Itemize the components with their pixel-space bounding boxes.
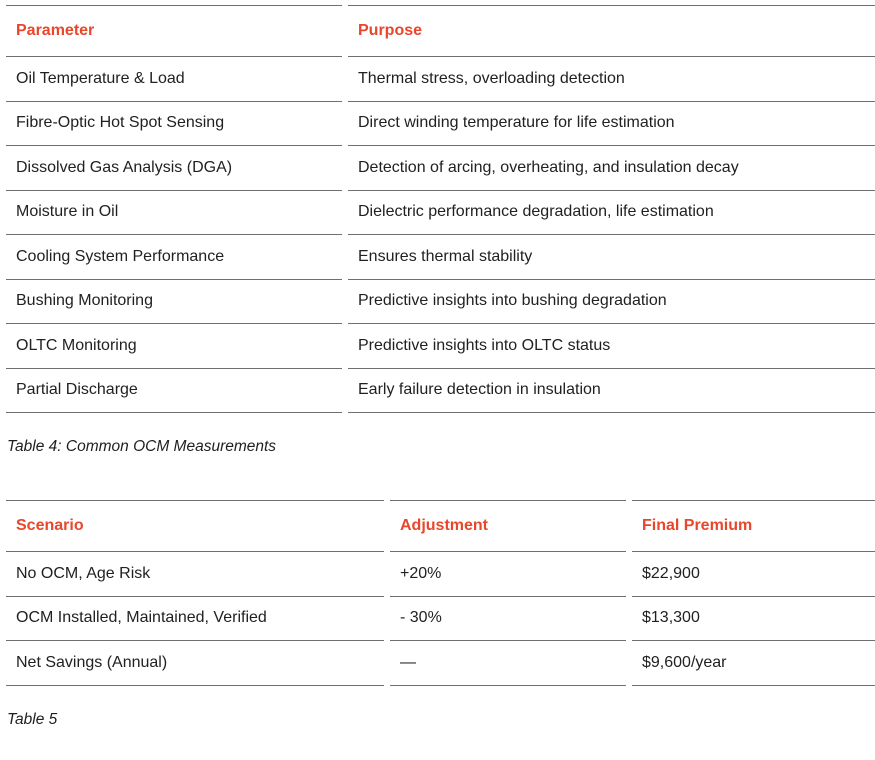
table-row: Moisture in Oil Dielectric performance de… <box>6 191 875 235</box>
table-row: Oil Temperature & Load Thermal stress, ov… <box>6 57 875 102</box>
table-cell: Oil Temperature & Load <box>6 57 342 102</box>
header-row: Parameter Purpose <box>6 5 875 57</box>
table-cell: $9,600/year <box>632 641 875 686</box>
table-cell: Early failure detection in insulation <box>348 369 875 413</box>
column-header: Purpose <box>348 5 875 57</box>
table-cell: Bushing Monitoring <box>6 280 342 324</box>
table-cell: Dielectric performance degradation, life… <box>348 191 875 235</box>
column-header: Final Premium <box>632 500 875 552</box>
table-cell: — <box>390 641 626 686</box>
table-cell: No OCM, Age Risk <box>6 552 384 597</box>
table-cell: Predictive insights into bushing degrada… <box>348 280 875 324</box>
table-cell: Predictive insights into OLTC status <box>348 324 875 369</box>
table-cell: Cooling System Performance <box>6 235 342 280</box>
table-row: OLTC Monitoring Predictive insights into … <box>6 324 875 369</box>
table-cell: Fibre-Optic Hot Spot Sensing <box>6 102 342 146</box>
table-row: Partial Discharge Early failure detection… <box>6 369 875 413</box>
table-caption: Table 4: Common OCM Measurements <box>7 438 277 455</box>
table-caption: Table 5 <box>7 710 58 728</box>
table-cell: $13,300 <box>632 597 875 641</box>
column-header: Parameter <box>6 5 342 57</box>
ocm-measurements-table: Parameter Purpose Oil Temperature & Load T… <box>0 5 875 413</box>
table-row: Bushing Monitoring Predictive insights in… <box>6 280 875 324</box>
table-cell: Moisture in Oil <box>6 191 342 235</box>
table-cell: Net Savings (Annual) <box>6 641 384 686</box>
table-cell: OLTC Monitoring <box>6 324 342 369</box>
ocm-measurements-section: Parameter Purpose Oil Temperature & Load T… <box>0 5 875 457</box>
premium-scenarios-section: Scenario Adjustment Final Premium No OCM, … <box>0 500 875 730</box>
table-cell: Partial Discharge <box>6 369 342 413</box>
table-cell: Ensures thermal stability <box>348 235 875 280</box>
table-cell: Direct winding temperature for life esti… <box>348 102 875 146</box>
table-row: Net Savings (Annual) — $9,600/year <box>6 641 875 686</box>
table-row: Dissolved Gas Analysis (DGA) Detection of… <box>6 146 875 191</box>
header-row: Scenario Adjustment Final Premium <box>6 500 875 552</box>
table-cell: Thermal stress, overloading detection <box>348 57 875 102</box>
table-row: OCM Installed, Maintained, Verified - 30%… <box>6 597 875 641</box>
table-cell: - 30% <box>390 597 626 641</box>
table-cell: $22,900 <box>632 552 875 597</box>
table-cell: Detection of arcing, overheating, and in… <box>348 146 875 191</box>
table-cell: Dissolved Gas Analysis (DGA) <box>6 146 342 191</box>
table-row: Fibre-Optic Hot Spot Sensing Direct windi… <box>6 102 875 146</box>
table-row: Cooling System Performance Ensures therma… <box>6 235 875 280</box>
column-header: Adjustment <box>390 500 626 552</box>
premium-scenarios-table: Scenario Adjustment Final Premium No OCM, … <box>0 500 875 686</box>
table-cell: +20% <box>390 552 626 597</box>
column-header: Scenario <box>6 500 384 552</box>
table-row: No OCM, Age Risk +20% $22,900 <box>6 552 875 597</box>
table-cell: OCM Installed, Maintained, Verified <box>6 597 384 641</box>
